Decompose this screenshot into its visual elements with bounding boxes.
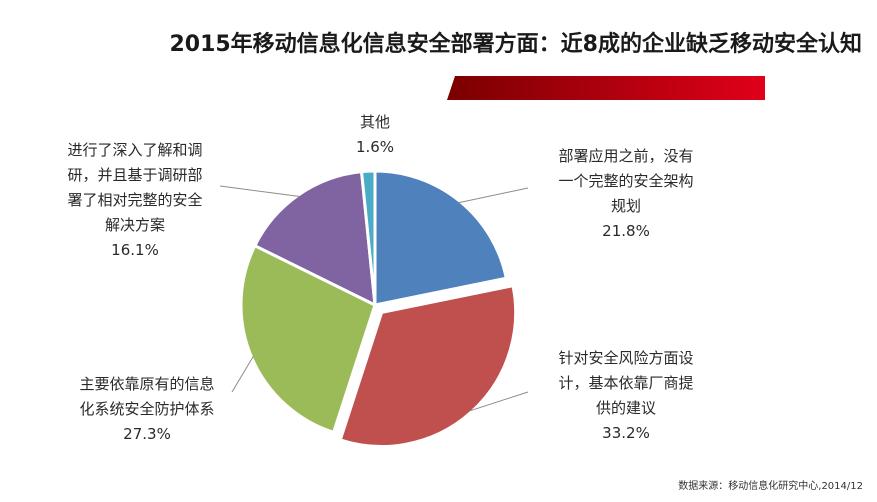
- slice-label-line: 规划: [610, 197, 641, 215]
- slice-value-label: 27.3%: [123, 425, 171, 443]
- slice-value-label: 33.2%: [602, 424, 650, 442]
- slice-label-no-architecture: 部署应用之前，没有 一个完整的安全架构 规划 21.8%: [536, 144, 716, 244]
- leader-line: [458, 187, 529, 204]
- slice-label-line: 供的建议: [595, 399, 656, 417]
- slice-label-line: 署了相对完整的安全: [67, 191, 203, 209]
- slice-value-label: 1.6%: [355, 138, 395, 156]
- slice-label-other: 其他 1.6%: [330, 110, 420, 160]
- slice-label-line: 主要依靠原有的信息: [79, 375, 215, 393]
- slice-label-vendor-advice: 针对安全风险方面设 计，基本依靠厂商提 供的建议 33.2%: [536, 346, 716, 446]
- slice-label-full-solution: 进行了深入了解和调 研，并且基于调研部 署了相对完整的安全 解决方案 16.1%: [44, 138, 226, 263]
- slice-value-label: 16.1%: [111, 241, 159, 259]
- title-accent-bar: [447, 76, 765, 100]
- slice-existing-system: [239, 244, 377, 434]
- leader-line: [219, 185, 300, 198]
- slice-label-line: 一个完整的安全架构: [558, 172, 694, 190]
- slice-vendor-advice: [338, 284, 518, 448]
- slice-label-line: 部署应用之前，没有: [558, 147, 694, 165]
- slice-label-line: 进行了深入了解和调: [67, 141, 203, 159]
- slice-full-solution: [253, 170, 377, 307]
- slice-label-line: 针对安全风险方面设: [558, 349, 694, 367]
- slice-label-existing-system: 主要依靠原有的信息 化系统安全防护体系 27.3%: [56, 372, 238, 447]
- slice-label-line: 计，基本依靠厂商提: [558, 374, 694, 392]
- chart-title: 2015年移动信息化信息安全部署方面：近8成的企业缺乏移动安全认知: [169, 32, 862, 57]
- slice-label-line: 化系统安全防护体系: [79, 400, 215, 418]
- leader-line: [469, 391, 529, 412]
- slice-label-line: 其他: [359, 113, 390, 131]
- slice-no-architecture: [373, 169, 508, 307]
- slice-label-line: 解决方案: [104, 216, 165, 234]
- leader-line: [231, 356, 254, 393]
- slice-other: [360, 169, 377, 307]
- slice-label-line: 研，并且基于调研部: [67, 166, 203, 184]
- data-source-note: 数据来源：移动信息化研究中心,2014/12: [678, 481, 863, 492]
- slice-value-label: 21.8%: [602, 222, 650, 240]
